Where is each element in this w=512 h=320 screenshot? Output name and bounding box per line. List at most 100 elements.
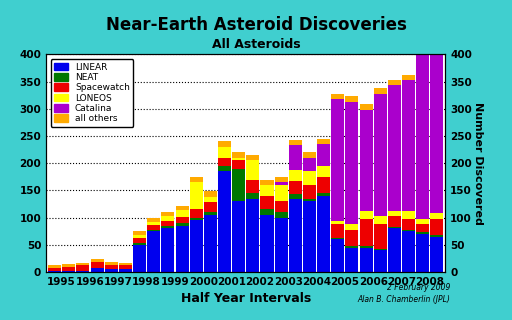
Bar [91,268,103,272]
Bar [232,158,245,160]
Bar [303,158,316,171]
Bar [331,224,345,238]
Bar [388,80,401,85]
Text: Alan B. Chamberlin (JPL): Alan B. Chamberlin (JPL) [358,295,451,304]
Bar [176,226,188,272]
Bar [359,219,373,246]
Bar [76,271,90,272]
Bar [317,144,330,166]
Bar [161,226,175,228]
Bar [147,222,160,225]
Bar [346,246,358,248]
Bar [317,139,330,144]
Bar [161,228,175,272]
Bar [218,166,231,171]
Bar [261,185,273,196]
Bar [76,263,90,266]
Bar [62,264,75,267]
Bar [274,177,288,182]
Bar [105,265,118,269]
Bar [105,269,118,272]
Bar [346,229,358,246]
Bar [303,198,316,201]
Bar [317,193,330,196]
Bar [431,213,443,219]
Bar [105,262,118,265]
Bar [359,110,373,211]
Bar [317,196,330,272]
Bar [133,238,146,243]
Bar [274,185,288,201]
Bar [204,212,217,215]
Bar [246,193,260,198]
Bar [161,221,175,226]
Bar [346,224,358,229]
Bar [261,215,273,272]
Bar [48,268,61,271]
Bar [303,201,316,272]
Bar [431,235,443,236]
Bar [119,263,132,266]
Bar [359,104,373,110]
Bar [48,271,61,272]
Bar [374,93,387,216]
Bar [176,206,188,210]
Bar [331,239,345,272]
Bar [91,262,103,268]
Bar [232,201,245,272]
Bar [189,218,203,220]
Bar [261,209,273,215]
Bar [133,245,146,272]
Bar [388,211,401,216]
Bar [232,160,245,169]
Bar [374,216,387,224]
Bar [402,229,415,231]
Bar [416,44,429,50]
Bar [416,224,429,232]
Bar [431,53,443,213]
Bar [232,169,245,201]
Bar [346,102,358,224]
Bar [416,50,429,219]
Bar [76,266,90,271]
Bar [431,219,443,235]
Bar [289,170,302,180]
Bar [274,218,288,272]
X-axis label: Half Year Intervals: Half Year Intervals [181,292,311,305]
Bar [402,231,415,272]
Bar [374,88,387,93]
Bar [431,47,443,53]
Bar [289,180,302,194]
Bar [274,212,288,218]
Bar [416,232,429,234]
Bar [274,201,288,212]
Bar [62,267,75,271]
Bar [388,227,401,228]
Bar [189,220,203,272]
Bar [289,145,302,170]
Bar [402,75,415,80]
Bar [359,248,373,272]
Bar [246,180,260,193]
Bar [62,271,75,272]
Bar [119,269,132,272]
Bar [189,177,203,182]
Bar [331,221,345,224]
Bar [359,211,373,219]
Bar [331,238,345,239]
Bar [176,210,188,217]
Bar [133,231,146,235]
Text: 2 February 2009: 2 February 2009 [387,283,451,292]
Bar [189,209,203,218]
Bar [416,234,429,272]
Bar [91,260,103,262]
Bar [274,182,288,185]
Bar [147,218,160,222]
Bar [189,182,203,209]
Bar [289,140,302,145]
Bar [303,185,316,198]
Bar [331,93,345,99]
Bar [232,152,245,158]
Bar [176,217,188,223]
Y-axis label: Number Discovered: Number Discovered [473,102,483,225]
